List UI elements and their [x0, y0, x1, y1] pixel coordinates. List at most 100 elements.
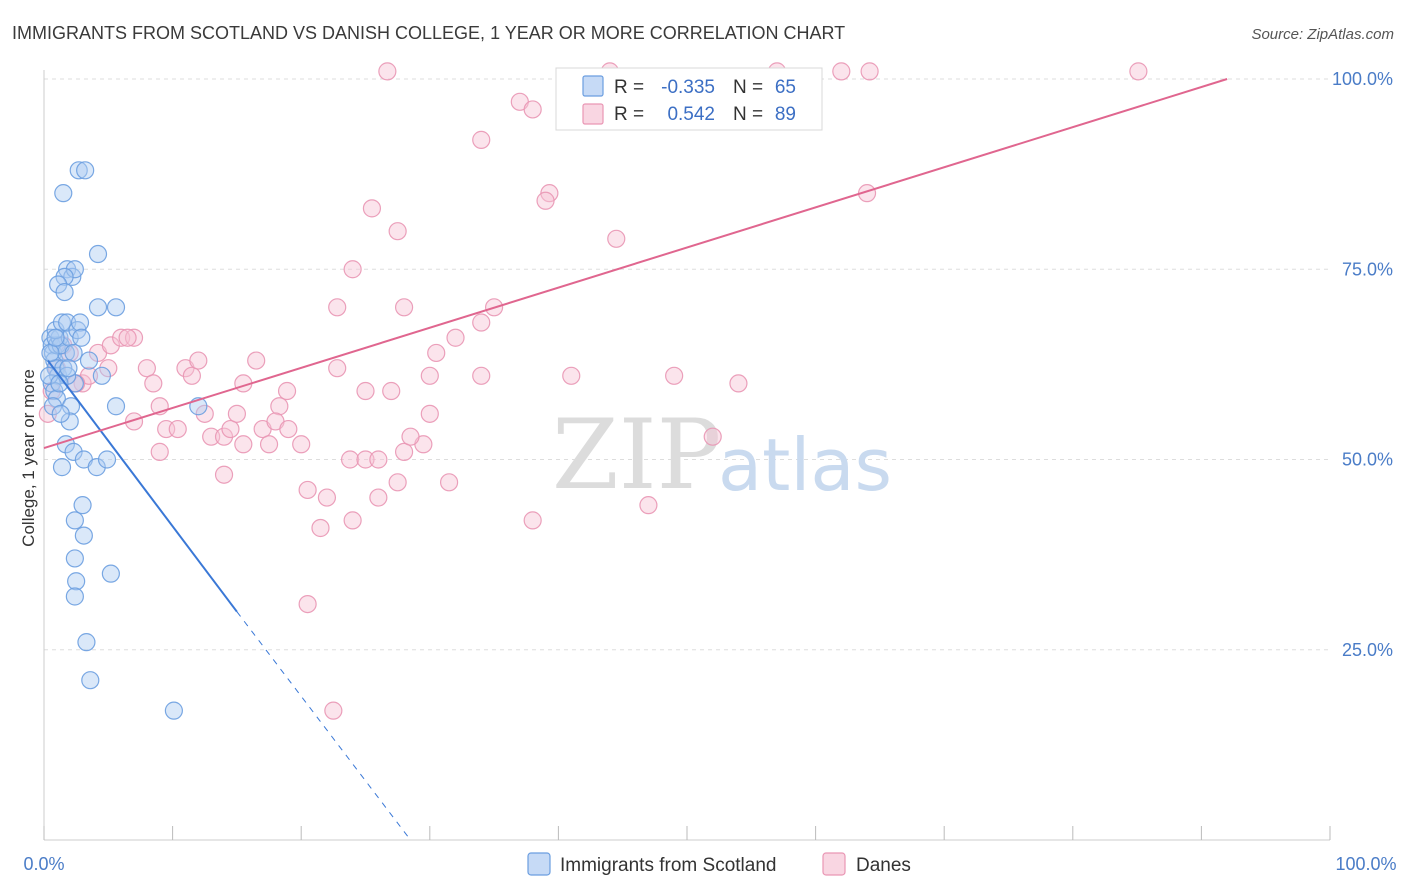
danes-point-43 — [420, 366, 439, 385]
danes-point-17 — [328, 298, 347, 317]
danes-point-44 — [472, 366, 491, 385]
legend-swatch-danes — [822, 852, 846, 876]
scotland-point-60 — [41, 343, 60, 363]
scotland-point-62 — [59, 359, 78, 378]
danes-point-78 — [639, 496, 658, 515]
danes-point-56 — [234, 435, 253, 454]
danes-point-29 — [124, 328, 144, 347]
scotland-trend-line-extension — [236, 611, 411, 841]
danes-point-53 — [214, 427, 234, 446]
scotland-point-51 — [74, 526, 93, 545]
scotland-point-18 — [58, 313, 77, 332]
danes-point-8 — [472, 130, 491, 149]
danes-point-5 — [1129, 62, 1148, 81]
scotland-point-30 — [49, 275, 68, 294]
danes-point-62 — [214, 465, 234, 484]
scotland-point-34 — [54, 184, 73, 203]
danes-point-61 — [292, 435, 311, 454]
danes-point-25 — [73, 374, 92, 393]
danes-point-19 — [472, 313, 491, 332]
danes-point-0 — [378, 62, 397, 81]
y-tick-label-50: 50.0% — [1342, 450, 1393, 470]
scotland-point-38 — [51, 404, 70, 423]
scotland-points — [40, 161, 208, 720]
danes-point-14 — [607, 229, 626, 248]
scotland-point-33 — [76, 161, 95, 180]
stats-legend: R = -0.335 N = 65 R = 0.542 N = 89 — [555, 67, 823, 131]
danes-point-3 — [832, 62, 851, 81]
scotland-point-44 — [64, 442, 83, 461]
danes-point-10 — [536, 191, 555, 210]
danes-point-85 — [99, 359, 118, 378]
watermark-atlas: atlas — [718, 423, 892, 507]
y-tick-label-75: 75.0% — [1342, 259, 1393, 279]
danes-point-40 — [328, 359, 347, 378]
danes-point-66 — [356, 450, 375, 469]
legend-label-danes: Danes — [856, 855, 911, 876]
scotland-point-17 — [52, 313, 72, 332]
legend-label-scotland: Immigrants from Scotland — [560, 855, 776, 876]
danes-point-60 — [279, 419, 298, 439]
danes-point-12 — [362, 199, 382, 218]
scotland-point-25 — [92, 366, 111, 385]
scotland-point-57 — [81, 671, 100, 690]
danes-point-58 — [259, 435, 279, 454]
chart-title: IMMIGRANTS FROM SCOTLAND VS DANISH COLLE… — [12, 23, 845, 43]
danes-point-65 — [340, 450, 360, 469]
scotland-point-23 — [88, 298, 108, 317]
danes-point-30 — [137, 359, 156, 378]
bottom-legend: Immigrants from Scotland Danes — [527, 852, 911, 876]
scotland-point-47 — [87, 458, 106, 477]
danes-point-48 — [124, 412, 144, 431]
danes-point-75 — [523, 511, 542, 530]
scotland-point-28 — [65, 260, 84, 279]
scotland-stats-swatch — [582, 75, 604, 97]
danes-point-15 — [343, 260, 362, 279]
scotland-point-22 — [79, 351, 99, 370]
danes-trend-line — [43, 78, 1228, 450]
trend-lines — [43, 78, 1228, 841]
danes-point-71 — [401, 427, 420, 446]
gridlines — [44, 78, 1330, 651]
danes-point-7 — [523, 100, 542, 119]
danes-point-74 — [369, 488, 388, 507]
danes-n-label: N = — [733, 104, 763, 125]
danes-point-38 — [277, 381, 297, 401]
danes-point-68 — [394, 442, 414, 461]
y-tick-label-100: 100.0% — [1332, 69, 1393, 89]
scotland-r-value: -0.335 — [661, 77, 715, 98]
scotland-point-61 — [46, 328, 65, 347]
y-tick-labels: 100.0% 75.0% 50.0% 25.0% — [1332, 69, 1393, 660]
scotland-point-19 — [64, 343, 83, 363]
danes-point-51 — [195, 404, 214, 423]
danes-point-31 — [144, 374, 163, 393]
scotland-point-35 — [88, 244, 108, 264]
danes-point-45 — [562, 366, 581, 385]
danes-point-21 — [427, 343, 446, 363]
scotland-point-29 — [55, 267, 74, 286]
scotland-point-24 — [106, 298, 126, 317]
danes-points — [38, 62, 1148, 720]
danes-point-63 — [298, 480, 317, 500]
danes-stats-swatch — [582, 103, 604, 125]
scotland-point-41 — [106, 397, 126, 416]
scotland-point-39 — [65, 374, 84, 393]
danes-point-35 — [189, 351, 208, 370]
scotland-point-11 — [43, 397, 63, 416]
danes-point-79 — [703, 427, 722, 446]
y-tick-label-25: 25.0% — [1342, 640, 1393, 660]
danes-point-73 — [388, 473, 407, 492]
scotland-point-31 — [55, 282, 74, 302]
x-tick-label-100: 100.0% — [1335, 854, 1396, 874]
x-tick-label-0: 0.0% — [23, 854, 64, 874]
scotland-n-label: N = — [733, 77, 763, 98]
danes-point-80 — [298, 594, 317, 614]
danes-point-46 — [665, 366, 684, 385]
scotland-point-55 — [101, 564, 120, 583]
danes-point-27 — [101, 336, 120, 355]
danes-point-47 — [729, 374, 748, 393]
danes-point-50 — [168, 419, 187, 439]
danes-r-value: 0.542 — [667, 104, 715, 125]
scotland-point-54 — [65, 587, 84, 606]
danes-point-28 — [112, 328, 131, 347]
